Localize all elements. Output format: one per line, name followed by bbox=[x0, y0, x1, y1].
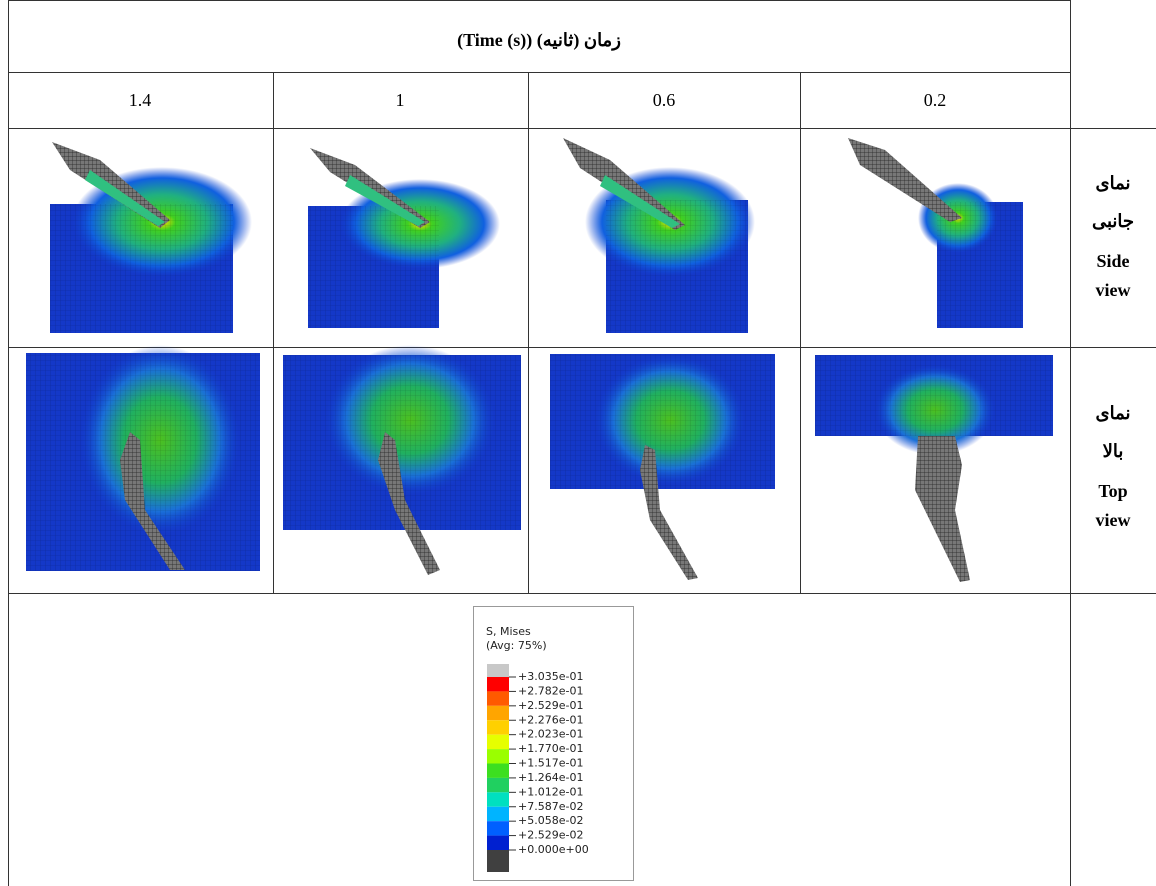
top-view-1 bbox=[283, 345, 521, 575]
legend-label: +1.012e-01 bbox=[518, 785, 583, 798]
row-label-fa: نمای جانبی bbox=[1092, 173, 1134, 231]
legend-swatch bbox=[487, 677, 509, 692]
top-view-1.4 bbox=[26, 345, 260, 571]
row-labels: نمای جانبی Side view نمای بالا Top view bbox=[1092, 173, 1134, 530]
side-view-0.6 bbox=[563, 138, 755, 333]
column-header: 0.2 bbox=[924, 90, 947, 110]
legend-label: +2.782e-01 bbox=[518, 684, 583, 697]
legend-label: +2.276e-01 bbox=[518, 713, 583, 726]
side-view-0.2 bbox=[848, 138, 1023, 328]
side-view-1 bbox=[308, 148, 500, 328]
column-header: 0.6 bbox=[653, 90, 676, 110]
legend-swatch-top bbox=[487, 664, 509, 677]
side-view-1.4 bbox=[50, 142, 252, 333]
legend-swatch bbox=[487, 792, 509, 807]
legend-label: +2.529e-01 bbox=[518, 699, 583, 712]
row-label-en: view bbox=[1096, 280, 1131, 300]
legend-label: +2.023e-01 bbox=[518, 728, 583, 741]
top-view-0.6 bbox=[550, 354, 775, 580]
legend-label: +1.264e-01 bbox=[518, 771, 583, 784]
column-header: 1.4 bbox=[129, 90, 152, 110]
legend-swatch bbox=[487, 720, 509, 735]
row-label-en: Top bbox=[1098, 481, 1127, 501]
legend-label: +2.529e-02 bbox=[518, 829, 583, 842]
top-view-0.2 bbox=[815, 355, 1053, 582]
column-header: 1 bbox=[396, 90, 405, 110]
legend-swatch bbox=[487, 749, 509, 764]
row-label-en: Side bbox=[1096, 251, 1129, 271]
legend-label: +5.058e-02 bbox=[518, 814, 583, 827]
legend-swatch bbox=[487, 705, 509, 721]
legend-swatch bbox=[487, 806, 509, 822]
header-title: زمان (ثانیه) (Time (s)) bbox=[457, 30, 621, 51]
legend-swatch bbox=[487, 734, 509, 750]
legend-label: +0.000e+00 bbox=[518, 843, 589, 856]
legend-swatch bbox=[487, 821, 509, 836]
legend-swatch-bottom bbox=[487, 850, 509, 872]
legend-swatch bbox=[487, 777, 509, 793]
table-grid bbox=[8, 0, 1156, 886]
legend-swatch bbox=[487, 763, 509, 778]
legend-subtitle: (Avg: 75%) bbox=[486, 639, 547, 652]
row-label-fa: نمای بالا bbox=[1096, 403, 1131, 461]
legend-swatch bbox=[487, 691, 509, 706]
legend: S, Mises (Avg: 75%) +3.035e-01+2.782e-01… bbox=[473, 606, 634, 881]
legend-title: S, Mises bbox=[486, 625, 531, 638]
legend-label: +1.770e-01 bbox=[518, 742, 583, 755]
legend-label: +7.587e-02 bbox=[518, 800, 583, 813]
legend-label: +3.035e-01 bbox=[518, 670, 583, 683]
row-label-en: view bbox=[1096, 510, 1131, 530]
legend-label: +1.517e-01 bbox=[518, 757, 583, 770]
legend-swatch bbox=[487, 835, 509, 850]
